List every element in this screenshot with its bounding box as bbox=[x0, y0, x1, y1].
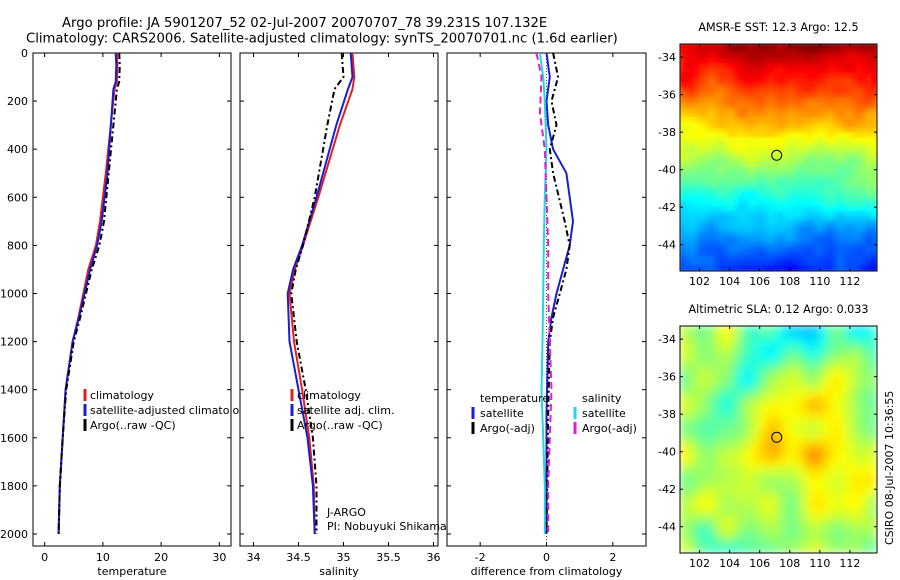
csiro-timestamp: CSIRO 08-Jul-2007 10:36:55 bbox=[883, 391, 896, 545]
temperature-legend-label: climatology bbox=[90, 389, 154, 402]
temperature-xtick-label: 20 bbox=[154, 551, 168, 564]
argo-float-marker bbox=[771, 149, 783, 161]
depth-tick-label: 1000 bbox=[0, 287, 28, 300]
difference-legend-label: satellite bbox=[582, 407, 626, 420]
figure-title-line2: Climatology: CARS2006. Satellite-adjuste… bbox=[26, 32, 618, 47]
difference-legend-label: satellite bbox=[480, 407, 524, 420]
panel-temperature: 0 10 20 30 0 200 400 600 800 1000 1200 1400 1600 1800… bbox=[0, 47, 253, 578]
depth-tick-label: 2000 bbox=[0, 528, 28, 541]
difference-legend-header-salinity: salinity bbox=[582, 392, 622, 405]
difference-legend-label: Argo(-adj) bbox=[480, 422, 535, 435]
temperature-xtick-label: 30 bbox=[212, 551, 226, 564]
depth-tick-label: 1200 bbox=[0, 336, 28, 349]
temperature-axes-box bbox=[32, 52, 232, 547]
altimetric-sla-xtick-label: 102 bbox=[689, 557, 710, 570]
altimetric-sla-ytick-label: -38 bbox=[658, 408, 676, 421]
difference-legend-label: Argo(-adj) bbox=[582, 422, 637, 435]
figure-title-line1: Argo profile: JA 5901207_52 02-Jul-2007 … bbox=[62, 16, 547, 31]
map-amsre-sst: AMSR-E SST: 12.3 Argo: 12.5 102 104 106 108 1… bbox=[658, 21, 878, 288]
salinity-xtick-label: 35 bbox=[337, 551, 351, 564]
salinity-legend-label: Argo(..raw -QC) bbox=[297, 419, 383, 432]
amsre-sst-xtick-label: 106 bbox=[749, 275, 770, 288]
amsre-sst-xtick-label: 110 bbox=[809, 275, 830, 288]
argo-float-marker bbox=[771, 431, 783, 443]
temperature-xtick-label: 0 bbox=[41, 551, 48, 564]
salinity-legend-label: satellite adj. clim. bbox=[297, 404, 394, 417]
altimetric-sla-ytick-label: -40 bbox=[658, 446, 676, 459]
altimetric-sla-xtick-label: 110 bbox=[809, 557, 830, 570]
amsre-sst-xtick-label: 104 bbox=[719, 275, 740, 288]
temperature-legend-label: Argo(..raw -QC) bbox=[90, 419, 176, 432]
amsre-sst-xtick-label: 102 bbox=[689, 275, 710, 288]
altimetric-sla-field bbox=[680, 326, 877, 553]
salinity-xtick-label: 36 bbox=[427, 551, 441, 564]
depth-tick-label: 600 bbox=[7, 191, 28, 204]
difference-legend-header-temperature: temperature bbox=[480, 392, 549, 405]
temperature-legend-label: satellite-adjusted climatology bbox=[90, 404, 253, 417]
panel-salinity: 34 34.5 35 35.5 36 salinity climatology satelli… bbox=[239, 52, 447, 578]
difference-xtick-label: -2 bbox=[475, 551, 486, 564]
altimetric-sla-ytick-label: -36 bbox=[658, 371, 676, 384]
altimetric-sla-title: Altimetric SLA: 0.12 Argo: 0.033 bbox=[688, 303, 868, 316]
amsre-sst-frame bbox=[679, 43, 878, 272]
salinity-xlabel: salinity bbox=[319, 565, 359, 578]
depth-tick-label: 200 bbox=[7, 95, 28, 108]
difference-xlabel: difference from climatology bbox=[471, 565, 623, 578]
depth-tick-label: 1600 bbox=[0, 432, 28, 445]
depth-tick-label: 0 bbox=[21, 47, 28, 60]
pi-institution: J-ARGO bbox=[326, 506, 366, 519]
salinity-series-satellite-adj-clim- bbox=[286, 53, 354, 535]
difference-xtick-label: 0 bbox=[543, 551, 550, 564]
salinity-xtick-label: 35.5 bbox=[376, 551, 401, 564]
amsre-sst-xtick-label: 108 bbox=[779, 275, 800, 288]
difference-series-salinity-satellite bbox=[538, 53, 548, 534]
map-altimetric-sla: Altimetric SLA: 0.12 Argo: 0.033 102 104 10… bbox=[658, 303, 878, 570]
altimetric-sla-frame bbox=[679, 325, 878, 554]
salinity-xtick-label: 34 bbox=[247, 551, 261, 564]
altimetric-sla-xtick-label: 104 bbox=[719, 557, 740, 570]
amsre-sst-ytick-label: -44 bbox=[658, 239, 676, 252]
amsre-sst-ytick-label: -34 bbox=[658, 51, 676, 64]
salinity-xtick-label: 34.5 bbox=[286, 551, 311, 564]
amsre-sst-field bbox=[680, 44, 877, 271]
salinity-series-argo-raw-qc- bbox=[290, 53, 345, 534]
amsre-sst-ytick-label: -42 bbox=[658, 201, 676, 214]
altimetric-sla-xtick-label: 106 bbox=[749, 557, 770, 570]
pi-name: PI: Nobuyuki Shikama bbox=[327, 520, 447, 533]
difference-series-temperature-satellite bbox=[545, 53, 574, 534]
amsre-sst-xtick-label: 112 bbox=[839, 275, 860, 288]
amsre-sst-ytick-label: -38 bbox=[658, 126, 676, 139]
difference-series-temperature-argo-adj- bbox=[545, 53, 571, 535]
depth-tick-label: 1400 bbox=[0, 384, 28, 397]
depth-tick-label: 800 bbox=[7, 239, 28, 252]
difference-xtick-label: 2 bbox=[609, 551, 616, 564]
altimetric-sla-xtick-label: 112 bbox=[839, 557, 860, 570]
amsre-sst-ytick-label: -40 bbox=[658, 164, 676, 177]
temperature-series-argo-raw-qc- bbox=[57, 53, 121, 535]
amsre-sst-title: AMSR-E SST: 12.3 Argo: 12.5 bbox=[698, 21, 858, 34]
salinity-axes-box bbox=[239, 52, 439, 547]
temperature-xlabel: temperature bbox=[97, 565, 166, 578]
altimetric-sla-ytick-label: -42 bbox=[658, 483, 676, 496]
salinity-legend-label: climatology bbox=[297, 389, 361, 402]
depth-tick-label: 400 bbox=[7, 143, 28, 156]
temperature-xtick-label: 10 bbox=[96, 551, 110, 564]
altimetric-sla-xtick-label: 108 bbox=[779, 557, 800, 570]
salinity-series-climatology bbox=[288, 53, 356, 535]
depth-tick-label: 1800 bbox=[0, 480, 28, 493]
altimetric-sla-ytick-label: -34 bbox=[658, 333, 676, 346]
altimetric-sla-ytick-label: -44 bbox=[658, 521, 676, 534]
amsre-sst-ytick-label: -36 bbox=[658, 89, 676, 102]
